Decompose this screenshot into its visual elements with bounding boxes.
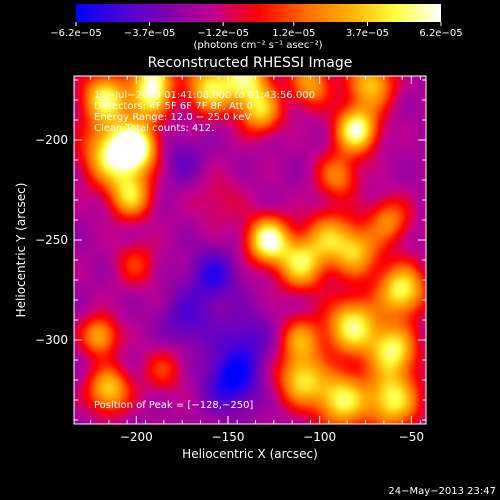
annotation-line: Energy Range: 12.0 − 25.0 keV <box>94 112 251 123</box>
annotations: 11−Jul−2003 01:41:08.000 to 01:43:56.000… <box>94 90 315 134</box>
colorbar-tick-label: −3.7e−05 <box>124 28 176 39</box>
y-tick-label: −250 <box>35 233 68 247</box>
axes: −200 −150 −100 −50 −200 −250 −300 <box>35 76 426 444</box>
y-tick-label: −300 <box>35 333 68 347</box>
colorbar <box>76 4 441 22</box>
x-axis-label: Heliocentric X (arcsec) <box>182 447 318 461</box>
x-tick-label: −50 <box>399 430 424 444</box>
heatmap-raster <box>74 76 426 424</box>
annotation-line: Detectors: 4F 5F 6F 7F 8F, Att 0 <box>94 101 253 112</box>
heatmap-image <box>74 76 426 424</box>
chart-title: Reconstructed RHESSI Image <box>148 55 353 71</box>
annotation-line: 11−Jul−2003 01:41:08.000 to 01:43:56.000 <box>94 90 315 101</box>
colorbar-ticks: −6.2e−05 −3.7e−05 −1.2e−05 1.2e−05 3.7e−05 6.… <box>50 22 463 39</box>
y-tick-label: −200 <box>35 133 68 147</box>
x-tick-label: −150 <box>212 430 245 444</box>
annotation-line: Clean Total counts: 412. <box>94 123 214 134</box>
x-tick-label: −100 <box>303 430 336 444</box>
peak-position-label: Position of Peak = [−128,−250] <box>94 400 253 411</box>
colorbar-tick-label: −1.2e−05 <box>197 28 249 39</box>
plot-frame <box>73 75 427 425</box>
colorbar-units: (photons cm⁻² s⁻¹ asec⁻²) <box>193 40 322 51</box>
y-axis-label: Heliocentric Y (arcsec) <box>14 183 28 318</box>
colorbar-tick-label: −6.2e−05 <box>50 28 102 39</box>
colorbar-tick-label: 1.2e−05 <box>272 28 315 39</box>
colorbar-tick-label: 3.7e−05 <box>346 28 389 39</box>
x-tick-label: −200 <box>120 430 153 444</box>
colorbar-tick-label: 6.2e−05 <box>419 28 462 39</box>
timestamp: 24−May−2013 23:47 <box>388 486 496 497</box>
